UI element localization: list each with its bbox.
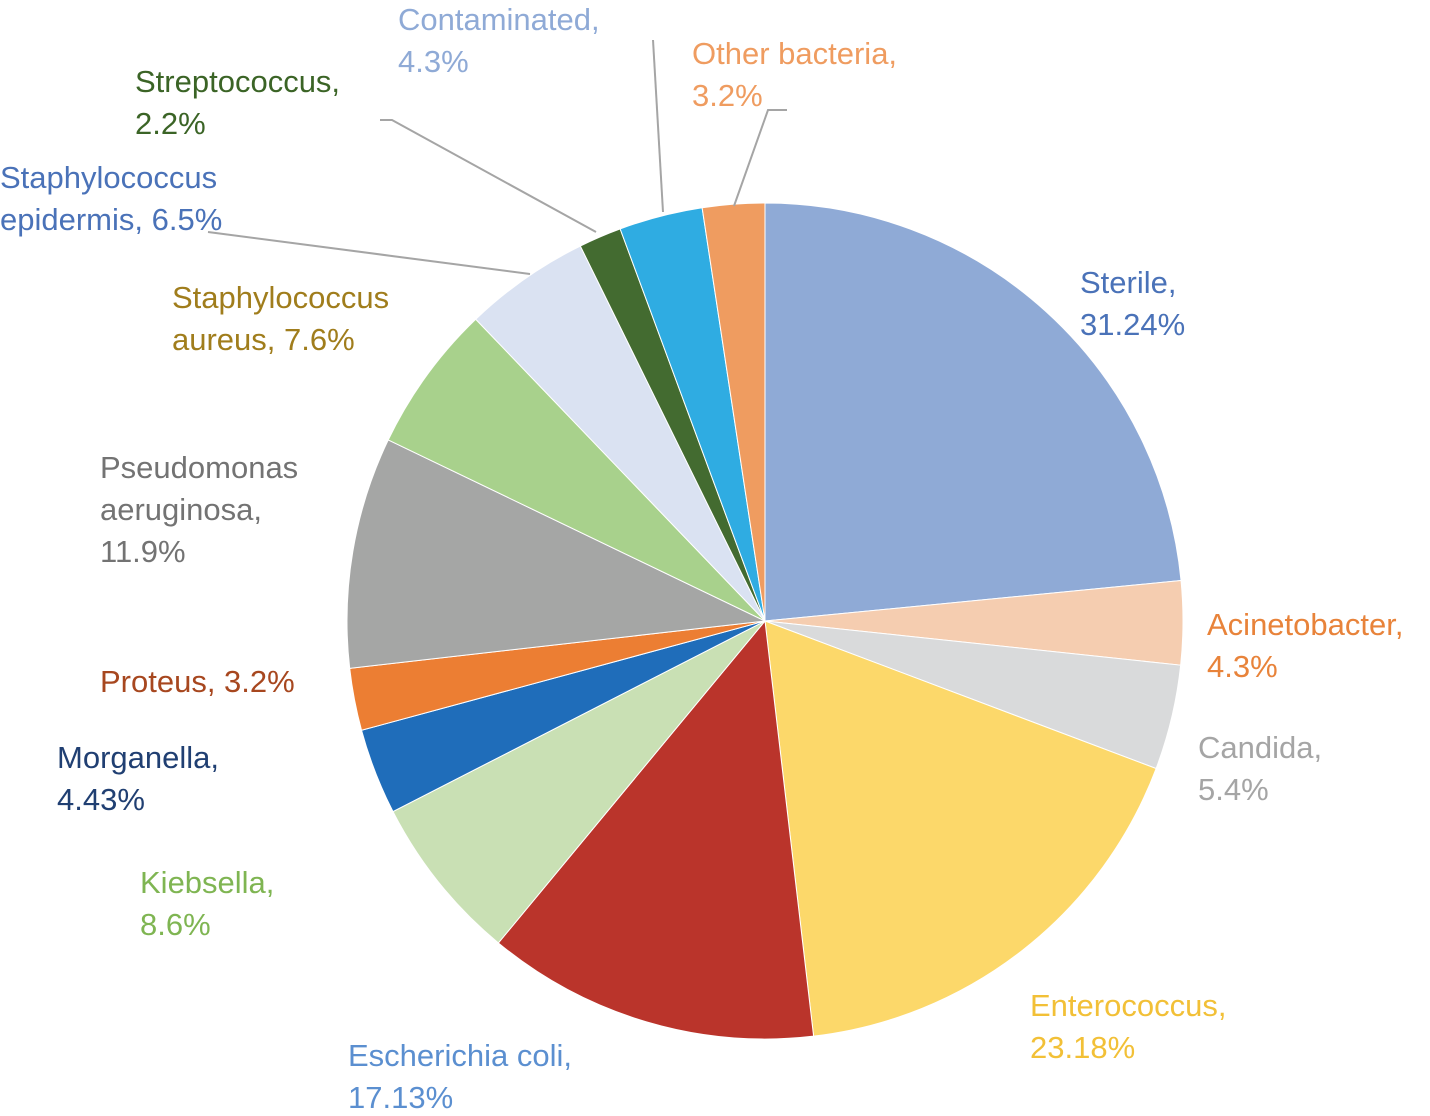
pie-slice-enterococcus xyxy=(764,620,1157,1037)
pie-slice-sterile xyxy=(764,202,1182,622)
data-label-line: aureus, 7.6% xyxy=(172,322,355,357)
slices-layer xyxy=(346,202,1184,1040)
leader-lines-layer xyxy=(207,39,787,275)
data-label-line: 4.43% xyxy=(57,782,145,817)
data-label-line: Contaminated, xyxy=(398,2,600,37)
data-label-line: Streptococcus, xyxy=(135,64,340,99)
data-label-line: Morganella, xyxy=(57,740,219,775)
data-label-line: 8.6% xyxy=(140,907,211,942)
leader-line-streptococcus xyxy=(380,119,597,233)
data-label-line: 5.4% xyxy=(1198,772,1269,807)
data-label-line: Acinetobacter, xyxy=(1207,607,1403,642)
data-label-acinetobacter: Acinetobacter, 4.3% xyxy=(1207,607,1403,684)
data-label-line: Proteus, 3.2% xyxy=(100,664,295,699)
data-label-line: 4.3% xyxy=(1207,649,1278,684)
data-label-proteus: Proteus, 3.2% xyxy=(100,664,295,699)
data-label-escherichia-coli: Escherichia coli, 17.13% xyxy=(348,1038,572,1115)
data-label-line: Kiebsella, xyxy=(140,865,274,900)
pie-slice-escherichia-coli xyxy=(497,619,815,1040)
data-label-enterococcus: Enterococcus, 23.18% xyxy=(1030,988,1226,1065)
data-label-kiebsella: Kiebsella, 8.6% xyxy=(140,865,274,942)
leader-line-staphylococcus-epidermis xyxy=(207,231,531,275)
data-label-staphylococcus-epidermis: Staphylococcus epidermis, 6.5% xyxy=(0,160,222,237)
pie-slice-kiebsella xyxy=(392,620,766,944)
data-label-staphylococcus-aureus: Staphylococcus aureus, 7.6% xyxy=(172,280,389,357)
data-label-line: Escherichia coli, xyxy=(348,1038,572,1073)
pie-slice-staphylococcus-aureus xyxy=(387,318,766,622)
data-label-line: 3.2% xyxy=(692,78,763,113)
data-label-line: 17.13% xyxy=(348,1080,453,1115)
data-label-contaminated: Contaminated, 4.3% xyxy=(398,2,600,79)
data-label-sterile: Sterile, 31.24% xyxy=(1080,265,1185,342)
data-label-line: 23.18% xyxy=(1030,1030,1135,1065)
pie-slice-pseudomonas-aeruginosa xyxy=(346,439,767,669)
data-label-line: Candida, xyxy=(1198,730,1322,765)
data-label-other-bacteria: Other bacteria, 3.2% xyxy=(692,36,897,113)
data-label-line: Enterococcus, xyxy=(1030,988,1226,1023)
pie-slice-other-bacteria xyxy=(701,202,766,622)
data-label-line: Sterile, xyxy=(1080,265,1176,300)
data-label-line: Other bacteria, xyxy=(692,36,897,71)
leader-line-other-bacteria xyxy=(733,109,787,207)
data-label-line: 11.9% xyxy=(100,534,186,569)
data-label-line: Staphylococcus xyxy=(172,280,389,315)
data-label-streptococcus: Streptococcus, 2.2% xyxy=(135,64,340,141)
labels-layer: Sterile, 31.24% Acinetobacter, 4.3% Candida,… xyxy=(0,2,1403,1115)
data-label-candida: Candida, 5.4% xyxy=(1198,730,1322,807)
data-label-line: aeruginosa, xyxy=(100,492,262,527)
data-label-line: 4.3% xyxy=(398,44,469,79)
leader-line-contaminated xyxy=(652,39,664,213)
data-label-line: Staphylococcus xyxy=(0,160,217,195)
data-label-line: Pseudomonas xyxy=(100,450,298,485)
data-label-line: 2.2% xyxy=(135,106,206,141)
data-label-line: epidermis, 6.5% xyxy=(0,202,222,237)
data-label-pseudomonas-aeruginosa: Pseudomonas aeruginosa, 11.9% xyxy=(100,450,298,569)
data-label-morganella: Morganella, 4.43% xyxy=(57,740,219,817)
data-label-line: 31.24% xyxy=(1080,307,1185,342)
